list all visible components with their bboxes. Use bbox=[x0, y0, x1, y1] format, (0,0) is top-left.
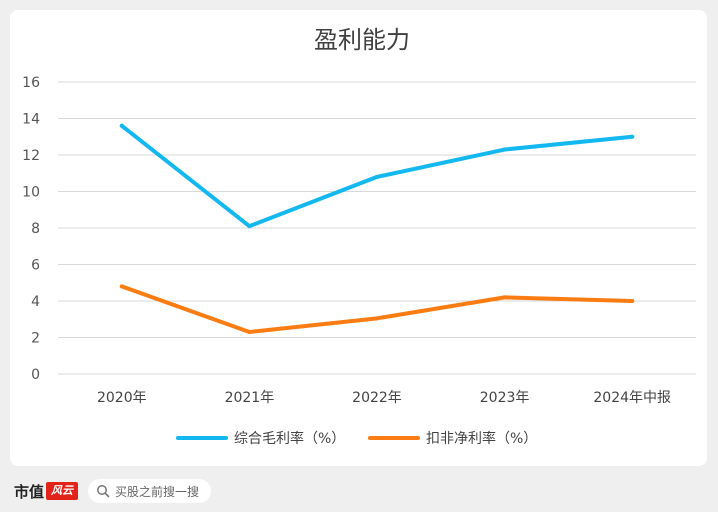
data-point bbox=[119, 123, 124, 128]
chart-card: 盈利能力 0 2 4 6 8 10 12 14 16 2020年 2021年 2022年 2023年 2… bbox=[10, 10, 707, 466]
data-point bbox=[375, 316, 379, 321]
y-tick-label: 12 bbox=[22, 148, 40, 164]
legend-label: 扣非净利率（%） bbox=[426, 430, 537, 447]
data-point bbox=[247, 330, 252, 335]
brand-logo[interactable]: 市值 风云 bbox=[14, 481, 79, 502]
x-tick-label: 2021年 bbox=[225, 390, 275, 406]
x-tick-label: 2020年 bbox=[97, 390, 147, 406]
series-line-2 bbox=[119, 284, 635, 335]
x-tick-label: 2022年 bbox=[352, 390, 402, 406]
y-tick-label: 10 bbox=[22, 185, 40, 201]
x-tick-label: 2024年中报 bbox=[593, 390, 671, 406]
data-point bbox=[375, 174, 379, 179]
x-tick-label: 2023年 bbox=[480, 390, 530, 406]
data-point bbox=[630, 299, 635, 303]
footer-bar: 市值 风云 买股之前搜一搜 bbox=[0, 470, 718, 512]
brand-mark: 风云 bbox=[46, 482, 79, 500]
data-point bbox=[502, 295, 507, 300]
data-point bbox=[502, 147, 507, 152]
y-tick-label: 6 bbox=[31, 258, 40, 274]
y-tick-label: 16 bbox=[22, 75, 40, 91]
legend-label: 综合毛利率（%） bbox=[234, 430, 345, 447]
y-tick-label: 0 bbox=[31, 367, 40, 383]
chart-title: 盈利能力 bbox=[314, 26, 410, 54]
data-point bbox=[630, 134, 635, 139]
y-tick-label: 8 bbox=[31, 221, 40, 237]
brand-name: 市值 bbox=[14, 482, 45, 501]
data-point bbox=[247, 224, 252, 229]
y-tick-label: 4 bbox=[31, 294, 40, 310]
search-icon bbox=[97, 485, 110, 498]
data-point bbox=[119, 284, 124, 289]
search-placeholder: 买股之前搜一搜 bbox=[115, 484, 200, 499]
y-tick-label: 2 bbox=[31, 331, 40, 347]
search-box[interactable]: 买股之前搜一搜 bbox=[88, 479, 212, 503]
profitability-chart: 盈利能力 0 2 4 6 8 10 12 14 16 2020年 2021年 2022年 2023年 2… bbox=[22, 26, 696, 447]
y-tick-label: 14 bbox=[22, 112, 40, 128]
